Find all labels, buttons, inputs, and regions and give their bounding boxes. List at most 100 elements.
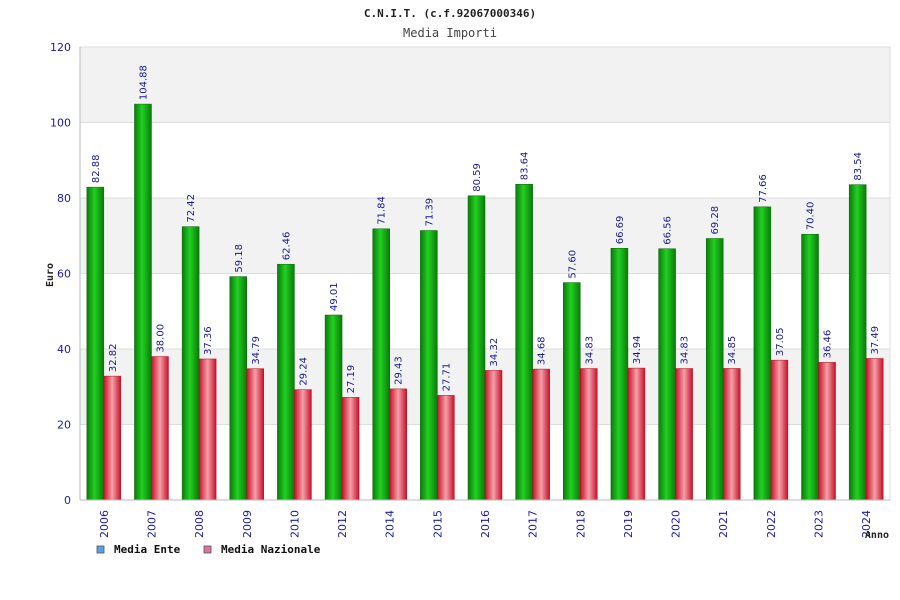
value-label: 34.94 (632, 335, 643, 364)
y-tick-label: 80 (57, 192, 71, 205)
x-tick-label: 2022 (765, 510, 778, 538)
value-label: 57.60 (567, 250, 578, 279)
x-tick-label: 2015 (431, 510, 444, 538)
legend-swatch-media-ente (96, 545, 105, 554)
y-tick-label: 40 (57, 343, 71, 356)
bar-media-ente-2010 (277, 263, 295, 501)
x-tick-label: 2024 (860, 510, 873, 538)
value-label: 71.39 (424, 198, 435, 227)
bar-media-ente-2018 (563, 282, 581, 501)
bar-media-nazionale-2007 (151, 356, 169, 501)
value-label: 66.56 (663, 216, 674, 245)
plot-band (80, 47, 890, 123)
bar-media-nazionale-2006 (103, 375, 122, 501)
value-label: 38.00 (155, 324, 166, 353)
bar-media-ente-2022 (753, 206, 772, 501)
value-label: 71.84 (377, 196, 388, 225)
x-tick-label: 2007 (145, 510, 158, 538)
x-tick-label: 2018 (574, 510, 587, 538)
value-label: 62.46 (281, 232, 292, 261)
bar-media-ente-2006 (86, 186, 105, 501)
value-label: 34.85 (727, 336, 738, 365)
x-tick-label: 2008 (193, 510, 206, 538)
y-tick-label: 100 (50, 117, 71, 130)
bar-media-nazionale-2012 (341, 397, 360, 501)
x-tick-label: 2014 (384, 510, 397, 538)
bar-media-ente-2016 (467, 195, 486, 501)
bar-media-ente-2008 (181, 226, 200, 501)
value-label: 37.36 (203, 326, 214, 355)
value-label: 80.59 (472, 163, 483, 192)
legend-swatch-media-nazionale (203, 545, 212, 554)
value-label: 49.01 (329, 282, 340, 311)
bar-media-nazionale-2015 (437, 395, 455, 501)
bar-media-ente-2007 (134, 103, 152, 501)
x-tick-label: 2019 (622, 510, 635, 538)
bar-media-ente-2009 (229, 276, 248, 501)
bar-media-ente-2019 (610, 247, 629, 501)
y-tick-label: 0 (64, 494, 71, 507)
bar-media-nazionale-2018 (580, 368, 598, 501)
y-tick-label: 120 (50, 41, 71, 54)
bar-media-ente-2021 (705, 238, 724, 501)
value-label: 69.28 (710, 206, 721, 235)
x-tick-label: 2016 (479, 510, 492, 538)
y-tick-label: 60 (57, 268, 71, 281)
bar-media-nazionale-2017 (532, 368, 550, 501)
bar-media-nazionale-2016 (484, 370, 503, 501)
bar-media-ente-2014 (372, 228, 390, 501)
value-label: 70.40 (806, 202, 817, 231)
bar-media-ente-2020 (658, 248, 676, 501)
chart-title: C.N.I.T. (c.f.92067000346) (364, 7, 536, 20)
x-tick-label: 2012 (336, 510, 349, 538)
value-label: 83.64 (520, 152, 531, 181)
value-label: 83.54 (853, 152, 864, 181)
bar-media-ente-2023 (801, 233, 819, 501)
y-axis-ticks: 0 20 40 60 80 100 120 (50, 41, 71, 507)
bar-media-nazionale-2020 (675, 368, 693, 501)
legend-label-media-nazionale: Media Nazionale (221, 543, 321, 556)
plot-band (80, 122, 890, 198)
value-label: 34.68 (537, 336, 548, 365)
legend-label-media-ente: Media Ente (114, 543, 181, 556)
bar-media-ente-2024 (848, 184, 867, 501)
x-axis-label: Anno (865, 530, 889, 541)
bars (86, 103, 884, 501)
bar-media-nazionale-2010 (294, 389, 312, 501)
value-label: 37.49 (870, 326, 881, 355)
bar-media-nazionale-2008 (198, 358, 217, 501)
bar-media-nazionale-2014 (389, 388, 407, 501)
bar-media-nazionale-2024 (865, 358, 884, 501)
bar-media-nazionale-2022 (770, 359, 789, 501)
bar-media-ente-2012 (324, 314, 343, 501)
value-label: 29.24 (298, 357, 309, 386)
bar-media-nazionale-2023 (818, 362, 836, 501)
y-axis-label: Euro (45, 263, 56, 287)
x-tick-label: 2009 (241, 510, 254, 538)
value-label: 34.83 (680, 336, 691, 365)
value-label: 32.82 (108, 343, 119, 372)
value-label: 36.46 (823, 330, 834, 359)
chart-subtitle: Media Importi (403, 26, 497, 40)
value-label: 29.43 (394, 356, 405, 385)
x-tick-label: 2006 (98, 510, 111, 538)
x-axis-ticks: 2006 2007 2008 2009 2010 2012 2014 2015 2016 2017… (98, 510, 873, 538)
value-label: 59.18 (234, 244, 245, 273)
x-tick-label: 2010 (288, 510, 301, 538)
bar-media-nazionale-2009 (246, 368, 265, 501)
value-label: 66.69 (615, 216, 626, 245)
value-label: 37.05 (775, 327, 786, 356)
y-tick-label: 20 (57, 419, 71, 432)
value-label: 34.32 (489, 338, 500, 367)
bar-media-nazionale-2019 (627, 367, 646, 501)
value-label: 34.83 (584, 336, 595, 365)
x-tick-label: 2021 (717, 510, 730, 538)
value-label: 27.19 (346, 365, 357, 394)
value-label: 34.79 (251, 336, 262, 365)
value-labels: 82.88 32.82 104.88 38.00 72.42 37.36 59.18 34.7… (91, 65, 881, 393)
x-tick-label: 2020 (670, 510, 683, 538)
legend: Media Ente Media Nazionale (96, 543, 321, 556)
bar-media-nazionale-2021 (722, 368, 741, 501)
bar-media-ente-2017 (515, 184, 533, 501)
